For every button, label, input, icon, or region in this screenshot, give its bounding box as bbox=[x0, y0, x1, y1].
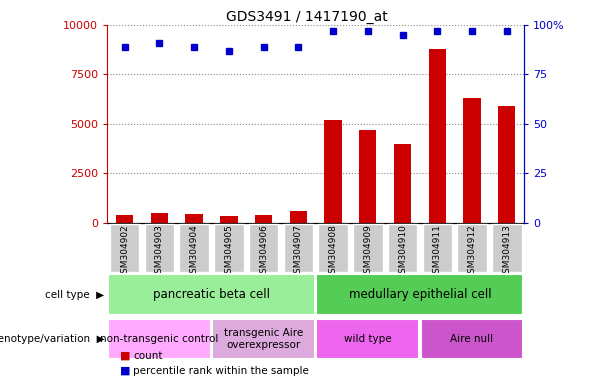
Bar bbox=[220, 216, 237, 223]
Text: GSM304903: GSM304903 bbox=[155, 224, 164, 279]
FancyBboxPatch shape bbox=[284, 224, 313, 271]
Bar bbox=[498, 106, 516, 223]
FancyBboxPatch shape bbox=[421, 319, 524, 359]
FancyBboxPatch shape bbox=[422, 224, 452, 271]
Bar bbox=[324, 120, 341, 223]
Text: non-transgenic control: non-transgenic control bbox=[100, 334, 219, 344]
Text: genotype/variation  ▶: genotype/variation ▶ bbox=[0, 334, 104, 344]
Text: GSM304907: GSM304907 bbox=[294, 224, 303, 279]
Text: GSM304902: GSM304902 bbox=[120, 224, 129, 279]
Bar bbox=[185, 214, 203, 223]
Text: GSM304912: GSM304912 bbox=[468, 224, 476, 279]
FancyBboxPatch shape bbox=[457, 224, 487, 271]
Bar bbox=[428, 49, 446, 223]
FancyBboxPatch shape bbox=[145, 224, 174, 271]
Text: count: count bbox=[133, 351, 162, 361]
FancyBboxPatch shape bbox=[318, 224, 348, 271]
Text: GSM304910: GSM304910 bbox=[398, 224, 407, 279]
FancyBboxPatch shape bbox=[492, 224, 522, 271]
Text: Aire null: Aire null bbox=[451, 334, 493, 344]
Bar bbox=[116, 215, 134, 223]
FancyBboxPatch shape bbox=[212, 319, 315, 359]
FancyBboxPatch shape bbox=[108, 319, 211, 359]
Text: medullary epithelial cell: medullary epithelial cell bbox=[349, 288, 491, 301]
Bar bbox=[359, 130, 376, 223]
Text: GSM304905: GSM304905 bbox=[224, 224, 234, 279]
Text: pancreatic beta cell: pancreatic beta cell bbox=[153, 288, 270, 301]
FancyBboxPatch shape bbox=[353, 224, 383, 271]
Text: GSM304904: GSM304904 bbox=[189, 224, 199, 279]
Bar bbox=[255, 215, 272, 223]
Text: transgenic Aire
overexpressor: transgenic Aire overexpressor bbox=[224, 328, 303, 350]
Text: wild type: wild type bbox=[344, 334, 392, 344]
Text: percentile rank within the sample: percentile rank within the sample bbox=[133, 366, 309, 376]
Text: ■: ■ bbox=[120, 366, 130, 376]
Text: GSM304909: GSM304909 bbox=[364, 224, 372, 279]
Text: GSM304913: GSM304913 bbox=[502, 224, 511, 279]
Text: ■: ■ bbox=[120, 351, 130, 361]
Text: GSM304911: GSM304911 bbox=[433, 224, 442, 279]
FancyBboxPatch shape bbox=[214, 224, 243, 271]
FancyBboxPatch shape bbox=[110, 224, 139, 271]
FancyBboxPatch shape bbox=[388, 224, 417, 271]
FancyBboxPatch shape bbox=[108, 275, 315, 315]
Bar bbox=[151, 213, 168, 223]
FancyBboxPatch shape bbox=[249, 224, 278, 271]
FancyBboxPatch shape bbox=[316, 275, 524, 315]
Bar bbox=[394, 144, 411, 223]
Text: GSM304906: GSM304906 bbox=[259, 224, 268, 279]
Bar bbox=[463, 98, 481, 223]
FancyBboxPatch shape bbox=[316, 319, 419, 359]
Text: GDS3491 / 1417190_at: GDS3491 / 1417190_at bbox=[226, 10, 387, 23]
FancyBboxPatch shape bbox=[180, 224, 209, 271]
Bar bbox=[289, 211, 307, 223]
Text: GSM304908: GSM304908 bbox=[329, 224, 338, 279]
Text: cell type  ▶: cell type ▶ bbox=[45, 290, 104, 300]
